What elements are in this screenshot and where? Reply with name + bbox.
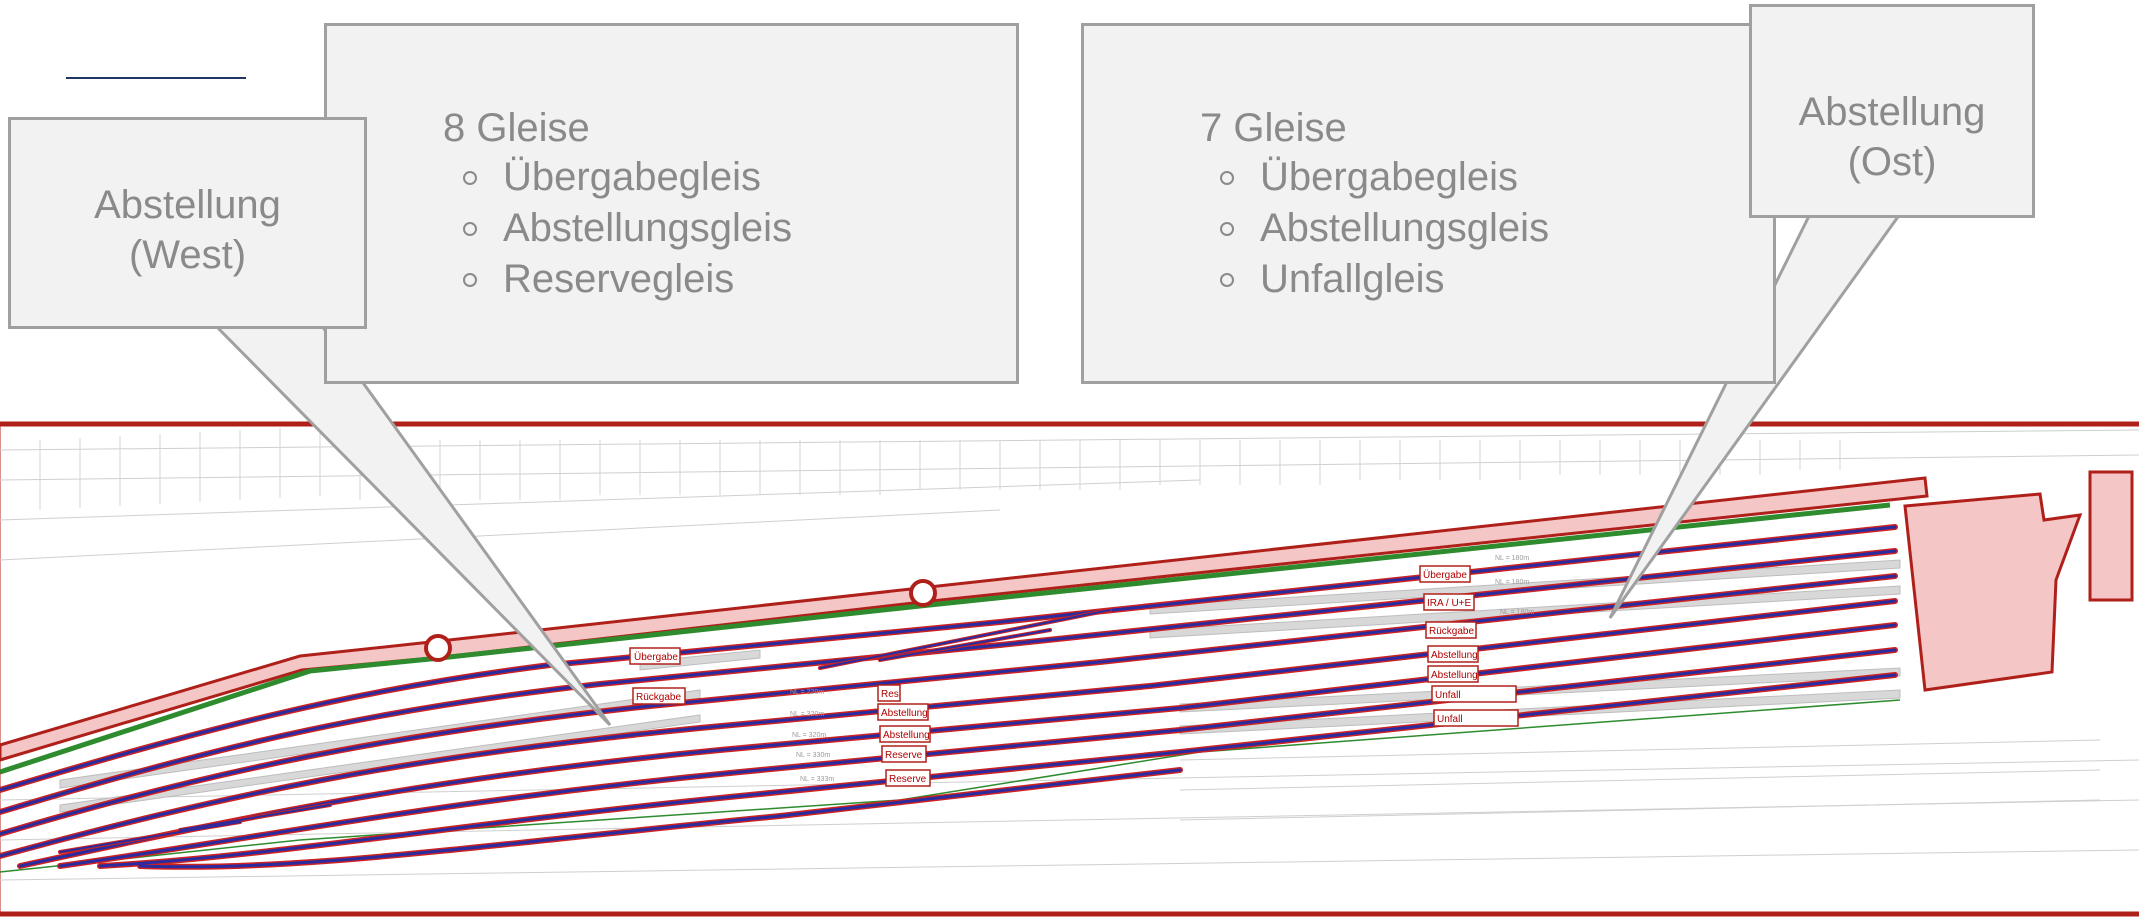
east-info-box: 7 Gleise Übergabegleis Abstellungsgleis … <box>1081 23 1776 384</box>
callout-east-text: Abstellung (Ost) <box>1798 90 1986 184</box>
boundary-node-2 <box>909 579 937 607</box>
west-label-1: Übergabe <box>634 651 678 663</box>
boundary-strip <box>0 476 1929 762</box>
list-item: Abstellungsgleis <box>1220 203 1549 254</box>
circle-bullet-icon <box>463 221 477 236</box>
east-labels: Übergabe IRA / U+E Rückgabe Abstellung A… <box>1419 555 1534 727</box>
title-underline <box>66 77 246 79</box>
list-item: Unfallgleis <box>1220 254 1549 305</box>
circle-bullet-icon <box>1220 272 1234 287</box>
circle-bullet-icon <box>463 272 477 287</box>
east-label-4: Abstellung <box>1431 650 1478 661</box>
east-info-title: 7 Gleise <box>1200 106 1347 150</box>
circle-bullet-icon <box>463 170 477 185</box>
west-label-4: Abstellung <box>881 708 928 719</box>
west-labels: Übergabe Rückgabe Res Abstellung Abstell… <box>629 647 931 787</box>
west-label-5: Abstellung <box>883 730 930 741</box>
west-length-1: NL = 220m <box>790 689 824 696</box>
west-length-5: NL = 333m <box>800 776 834 783</box>
east-length-2: NL = 180m <box>1495 579 1529 586</box>
west-length-3: NL = 320m <box>792 732 826 739</box>
west-info-box: 8 Gleise Übergabegleis Abstellungsgleis … <box>324 23 1019 384</box>
east-gate <box>2088 470 2134 602</box>
boundary-node-1 <box>424 634 452 662</box>
tracks <box>0 524 1898 870</box>
list-item: Abstellungsgleis <box>463 203 792 254</box>
list-item: Übergabegleis <box>463 152 792 203</box>
east-label-6: Unfall <box>1435 690 1461 701</box>
circle-bullet-icon <box>1220 221 1234 236</box>
west-length-2: NL = 320m <box>790 711 824 718</box>
east-label-2: IRA / U+E <box>1427 598 1472 609</box>
east-length-1: NL = 180m <box>1495 555 1529 562</box>
east-label-5: Abstellung <box>1431 670 1478 681</box>
building-outlines <box>0 429 2139 881</box>
callout-west-text: Abstellung (West) <box>94 183 281 277</box>
east-building <box>1903 492 2083 692</box>
west-label-6: Reserve <box>885 750 923 761</box>
west-label-2: Rückgabe <box>636 692 681 703</box>
list-item: Reservegleis <box>463 254 792 305</box>
east-label-3: Rückgabe <box>1429 626 1474 637</box>
callout-east: Abstellung (Ost) <box>1749 4 2035 218</box>
east-length-3: NL = 180m <box>1500 609 1534 616</box>
west-info-title: 8 Gleise <box>443 106 590 150</box>
east-info-list: Übergabegleis Abstellungsgleis Unfallgle… <box>1220 152 1549 305</box>
west-info-list: Übergabegleis Abstellungsgleis Reservegl… <box>463 152 792 305</box>
callout-west: Abstellung (West) <box>8 117 367 329</box>
list-item: Übergabegleis <box>1220 152 1549 203</box>
west-label-3: Res <box>881 689 899 700</box>
west-label-7: Reserve <box>889 774 927 785</box>
east-label-7: Unfall <box>1437 714 1463 725</box>
building-blocks <box>39 426 1841 510</box>
east-label-1: Übergabe <box>1423 569 1467 581</box>
west-length-4: NL = 330m <box>796 752 830 759</box>
circle-bullet-icon <box>1220 170 1234 185</box>
